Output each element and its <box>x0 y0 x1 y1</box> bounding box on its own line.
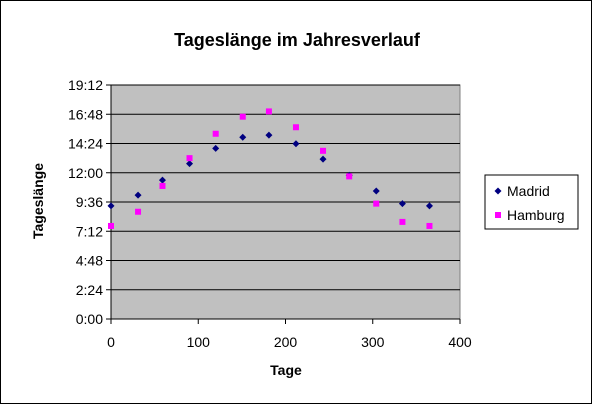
hamburg-point <box>426 222 433 229</box>
x-tick-label: 200 <box>274 334 298 350</box>
y-axis-title: Tageslänge <box>30 163 46 239</box>
madrid-point <box>425 202 433 210</box>
madrid-point <box>158 176 166 184</box>
legend-box <box>484 174 579 230</box>
hamburg-point <box>159 182 166 189</box>
chart-title: Tageslänge im Jahresverlauf <box>174 30 421 50</box>
madrid-point <box>212 144 220 152</box>
hamburg-point <box>212 130 219 137</box>
x-tick-label: 300 <box>361 334 385 350</box>
hamburg-point <box>292 124 299 131</box>
madrid-point <box>186 160 194 168</box>
madrid-point <box>134 191 142 199</box>
y-tick-label: 12:00 <box>68 165 103 181</box>
legend-label-madrid: Madrid <box>507 183 550 199</box>
hamburg-point <box>320 147 327 154</box>
legend: Madrid Hamburg <box>484 174 579 230</box>
legend-marker-hamburg <box>495 212 501 218</box>
x-tick-label: 100 <box>187 334 211 350</box>
madrid-point <box>319 155 327 163</box>
y-tick-label: 4:48 <box>76 253 103 269</box>
y-axis-ticks: 0:00 2:24 4:48 7:12 9:36 12:00 14:24 16:48 19:12 <box>68 77 112 327</box>
y-tick-label: 7:12 <box>76 223 103 239</box>
y-tick-label: 14:24 <box>68 136 103 152</box>
grid-lines <box>111 84 460 291</box>
y-tick-label: 9:36 <box>76 194 103 210</box>
hamburg-point <box>135 208 142 215</box>
hamburg-point <box>239 113 246 120</box>
y-tick-label: 2:24 <box>76 282 103 298</box>
y-tick-label: 0:00 <box>76 311 103 327</box>
madrid-point <box>372 187 380 195</box>
hamburg-point <box>108 222 114 229</box>
y-tick-label: 19:12 <box>68 77 103 93</box>
x-axis-ticks: 0 100 200 300 400 <box>107 318 472 350</box>
madrid-point <box>265 131 273 139</box>
y-tick-label: 16:48 <box>68 106 103 122</box>
x-tick-label: 0 <box>107 334 115 350</box>
hamburg-point <box>346 173 353 180</box>
madrid-point <box>398 200 406 208</box>
data-markers <box>107 108 433 229</box>
x-axis-title: Tage <box>270 362 302 378</box>
hamburg-point <box>186 155 193 162</box>
madrid-point <box>107 202 115 210</box>
hamburg-point <box>399 218 406 225</box>
hamburg-point <box>265 108 272 115</box>
legend-items: Madrid Hamburg <box>494 183 565 223</box>
x-tick-label: 400 <box>448 334 472 350</box>
hamburg-point <box>373 200 380 207</box>
madrid-point <box>239 133 247 141</box>
legend-label-hamburg: Hamburg <box>507 207 565 223</box>
madrid-point <box>292 140 300 148</box>
legend-marker-madrid <box>494 187 502 195</box>
